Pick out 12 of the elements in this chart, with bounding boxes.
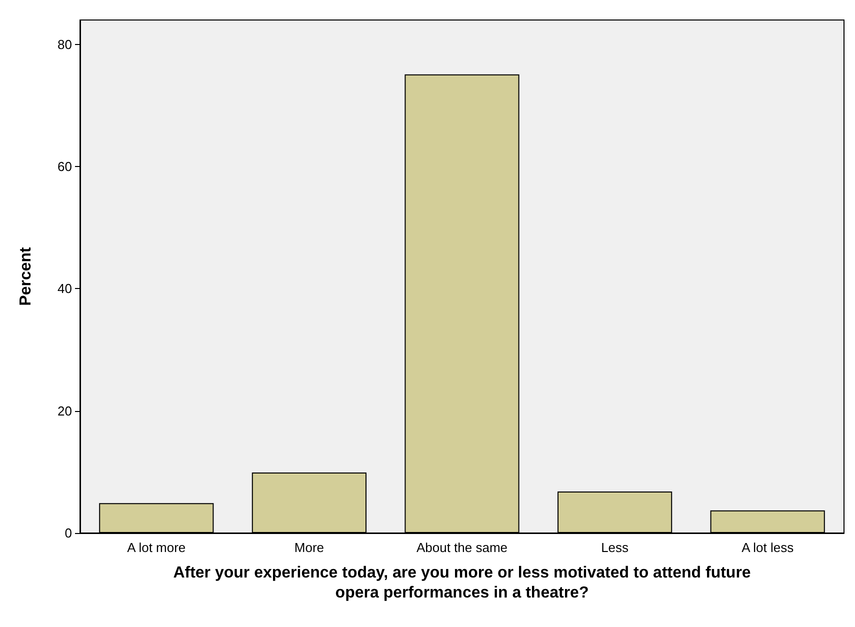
- x-tick-label: About the same: [416, 540, 508, 555]
- x-tick-label: Less: [601, 540, 630, 555]
- y-tick-label: 80: [58, 36, 72, 52]
- y-tick-label: 0: [64, 526, 72, 540]
- x-tick-label: A lot less: [742, 540, 794, 555]
- x-axis-title: After your experience today, are you more or less motivated to attend future opera performances in a theatre?: [173, 564, 751, 602]
- x-tick-label: A lot more: [127, 540, 186, 555]
- y-axis-title: Percent: [18, 246, 34, 306]
- y-tick-label: 60: [58, 159, 72, 174]
- y-tick-label: 20: [58, 403, 72, 418]
- x-tick-label: More: [294, 540, 324, 555]
- y-tick-label: 40: [58, 281, 72, 296]
